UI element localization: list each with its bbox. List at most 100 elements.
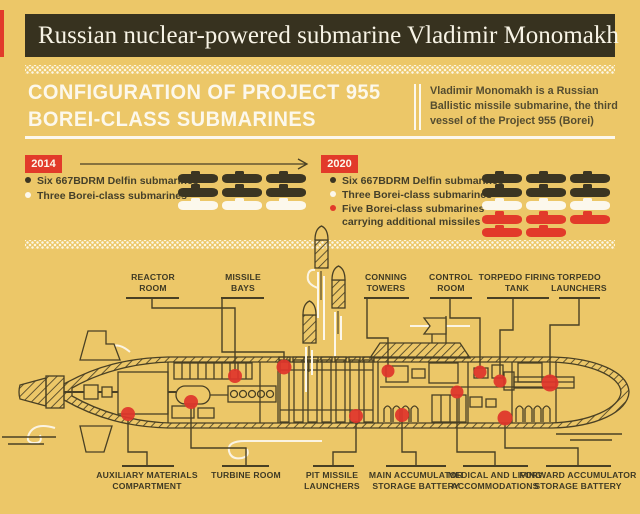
turbine-room-box (117, 371, 169, 415)
legend-item-continued: carrying additional missiles (342, 216, 481, 228)
label-underline (126, 297, 179, 299)
fleet-icons-2014 (178, 170, 306, 215)
hull-outline (63, 356, 630, 429)
legend-item: Six 667BDRM Delfin submarines (25, 175, 199, 187)
submarine-icon (482, 170, 522, 183)
label-turbine-room: TURBINE ROOM (211, 470, 281, 480)
submarine-icon (222, 197, 262, 210)
battery-box (431, 394, 467, 423)
location-dot (381, 364, 395, 378)
legend-item: Three Borei-class submarines (330, 189, 492, 201)
legend-item: Six 667BDRM Delfin submarines (330, 175, 504, 187)
label-auxiliary-materials: AUXILIARY MATERIALS COMPARTMENT (96, 470, 198, 492)
missile-tube-section (278, 356, 375, 423)
submarine-icon (222, 170, 262, 183)
missile-icon (302, 300, 317, 344)
label-torpedo-firing-tank: TORPEDO FIRING TANK (478, 272, 556, 294)
submarine-icon (526, 197, 566, 210)
intro-description: Vladimir Monomakh is a Russian Ballistic… (430, 85, 618, 127)
leader-medical-living (456, 398, 496, 465)
label-underline (364, 297, 409, 299)
section-heading: CONFIGURATION OF PROJECT 955 BOREI-CLASS… (28, 79, 381, 133)
submarine-icon (526, 184, 566, 197)
submarine-icon (222, 184, 262, 197)
bullet-icon (25, 192, 31, 198)
flag-icon (422, 316, 447, 343)
label-overline (546, 465, 611, 467)
conning-tower-sail (368, 342, 472, 359)
vertical-divider (419, 84, 421, 130)
stern-fin-top (79, 330, 121, 361)
submarine-icon (266, 197, 306, 210)
leader-pit-missile-launchers (332, 421, 357, 465)
label-control-room: CONTROL ROOM (429, 272, 473, 294)
location-dot (473, 365, 487, 379)
submarine-icon (526, 211, 566, 224)
submarine-cutaway (18, 316, 630, 453)
bullet-icon (330, 191, 336, 197)
page-title: Russian nuclear-powered submarine Vladim… (38, 22, 619, 49)
leader-torpedo-launchers (549, 298, 580, 377)
year-badge-2020: 2020 (321, 155, 358, 173)
vertical-divider (414, 84, 416, 130)
dotted-divider-top (25, 65, 615, 74)
left-accent-bar (0, 10, 4, 57)
submarine-icon (482, 184, 522, 197)
submarine-icon (482, 211, 522, 224)
bullet-icon (25, 177, 31, 183)
heading-line-1: CONFIGURATION OF PROJECT 955 (28, 80, 381, 104)
legend-item: Three Borei-class submarines (25, 190, 187, 202)
label-main-accumulator: MAIN ACCUMULATOR STORAGE BATTERY (368, 470, 464, 492)
propeller-icon (18, 377, 47, 407)
torpedo-tube (503, 371, 515, 391)
submarine-icon (570, 211, 610, 224)
submarine-icon (570, 197, 610, 210)
stern-fin-bottom (79, 425, 113, 453)
reactor-vessel (175, 385, 211, 405)
submarine-icon (178, 184, 218, 197)
label-overline (122, 465, 174, 467)
label-underline (430, 297, 472, 299)
label-pit-missile-launchers: PIT MISSILE LAUNCHERS (304, 470, 360, 492)
fleet-icons-2020 (482, 170, 610, 242)
submarine-icon (266, 184, 306, 197)
leader-reactor-room (151, 298, 236, 371)
label-torpedo-launchers: TORPEDO LAUNCHERS (551, 272, 607, 294)
location-dot (276, 359, 292, 375)
location-dot (121, 407, 135, 421)
location-dot (497, 410, 513, 426)
location-dot (349, 409, 363, 423)
leader-lines (127, 298, 580, 465)
label-missile-bays: MISSILE BAYS (225, 272, 261, 294)
timeline-arrow (80, 158, 309, 170)
label-conning-towers: CONNING TOWERS (365, 272, 407, 294)
submarine-icon (570, 184, 610, 197)
location-dot (395, 408, 409, 422)
label-underline (487, 297, 549, 299)
label-underline (559, 297, 600, 299)
legend-item: Five Borei-class submarines (330, 203, 484, 215)
label-medical-living: MEDICAL AND LIVING ACCOMMODATIONS (447, 470, 543, 492)
bullet-icon (330, 205, 336, 211)
submarine-icon (570, 170, 610, 183)
label-forward-accumulator: FORWARD ACCUMULATOR STORAGE BATTERY (519, 470, 637, 492)
submarine-icon (526, 170, 566, 183)
leader-forward-accumulator (504, 423, 579, 465)
submarine-icon (482, 197, 522, 210)
leader-missile-bays (221, 298, 285, 362)
label-overline (313, 465, 354, 467)
submarine-icon (266, 170, 306, 183)
horizontal-rule (25, 136, 615, 139)
leader-auxiliary-materials (127, 420, 148, 465)
leader-torpedo-firing-tank (499, 298, 514, 375)
label-overline (386, 465, 446, 467)
title-bar: Russian nuclear-powered submarine Vladim… (25, 14, 619, 57)
year-badge-2014: 2014 (25, 155, 62, 173)
leader-main-accumulator (401, 420, 417, 465)
location-dot (228, 369, 242, 383)
submarine-icon (178, 197, 218, 210)
location-dot (450, 385, 464, 399)
submarine-icon (178, 170, 218, 183)
